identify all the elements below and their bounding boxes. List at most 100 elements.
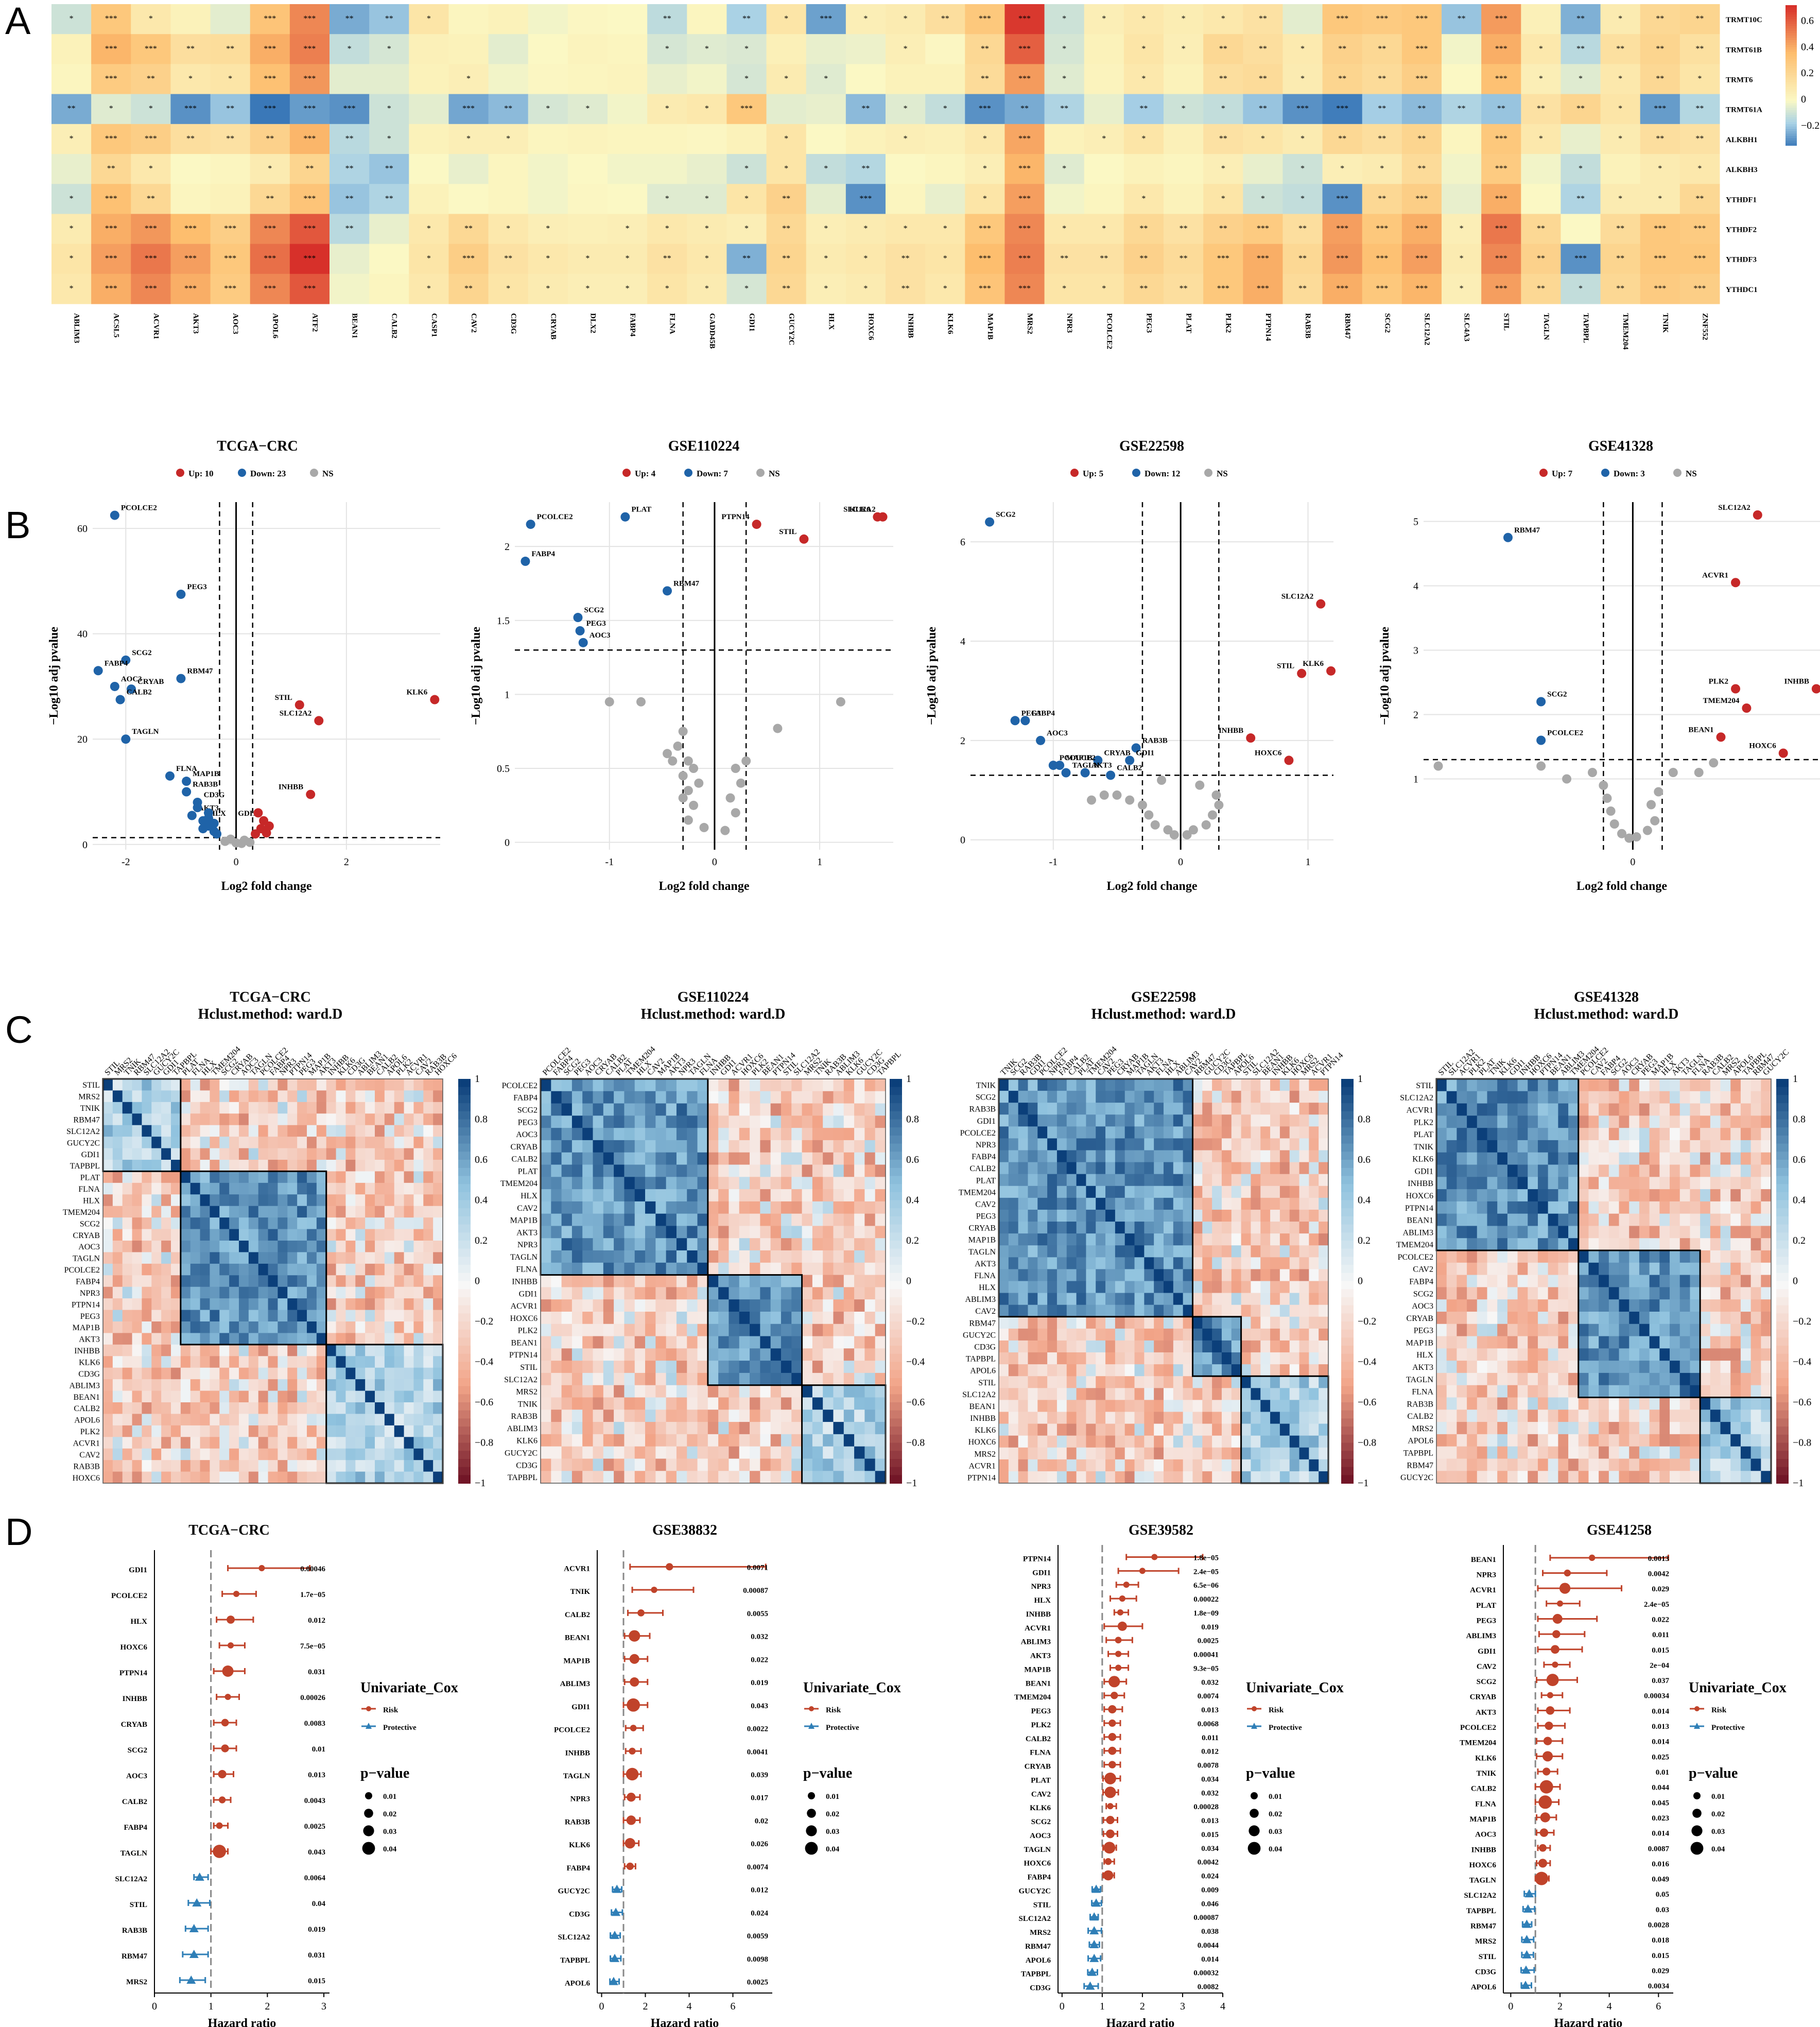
corr-cell <box>729 1164 740 1177</box>
corr-cell <box>812 1201 823 1214</box>
corr-cell <box>345 1137 356 1149</box>
corr-cell <box>1164 1269 1174 1281</box>
heatmap-A-star: *** <box>145 254 157 263</box>
corr-cell <box>190 1125 201 1137</box>
corr-cell <box>781 1361 792 1373</box>
corr-cell <box>791 1091 803 1104</box>
heatmap-A-star: * <box>1221 105 1225 113</box>
corr-cell <box>1086 1352 1096 1365</box>
corr-cell <box>1299 1388 1309 1400</box>
corr-cell <box>1037 1174 1048 1187</box>
corr-cell <box>1319 1091 1329 1103</box>
corr-cell <box>278 1344 288 1356</box>
corr-cell <box>1202 1281 1212 1294</box>
corr-cell <box>1086 1471 1096 1484</box>
corr-cell <box>1056 1423 1067 1436</box>
corr-cell <box>1086 1186 1096 1198</box>
corr-cell <box>802 1446 813 1459</box>
corr-cell <box>823 1299 834 1312</box>
corr-cell <box>750 1446 760 1459</box>
heatmap-A-star: *** <box>1018 225 1031 233</box>
volcano-point-label: PEG3 <box>586 620 606 628</box>
corr-cell <box>1202 1186 1212 1198</box>
corr-cell <box>336 1137 346 1149</box>
corr-cell <box>1037 1150 1048 1163</box>
corr-cell <box>1066 1435 1077 1448</box>
corr-cell <box>1192 1233 1203 1246</box>
corr-cell <box>729 1287 740 1300</box>
corr-cell <box>645 1471 656 1484</box>
corr-cell <box>384 1356 395 1368</box>
heatmap-A-cell <box>330 124 370 154</box>
corr-cell <box>413 1171 424 1183</box>
volcano-point-label: RAB3B <box>193 781 218 789</box>
heatmap-A-star: * <box>1301 164 1305 173</box>
corr-cell <box>1096 1209 1106 1222</box>
heatmap-A-star: *** <box>1415 14 1428 23</box>
legend-down-label: Down: 3 <box>1614 469 1645 478</box>
corr-cell <box>634 1361 646 1373</box>
corr-cell <box>645 1299 656 1312</box>
corr-cell <box>326 1252 337 1264</box>
heatmap-A-cell <box>448 34 489 64</box>
corr-cell <box>1241 1091 1251 1103</box>
corr-cell <box>336 1263 346 1276</box>
corr-cell <box>1086 1304 1096 1317</box>
corr-cell <box>1192 1174 1203 1187</box>
corr-cell <box>132 1414 142 1426</box>
corr-cell <box>1221 1388 1232 1400</box>
corr-cell <box>1260 1281 1271 1294</box>
corr-cell <box>248 1402 259 1414</box>
corr-cell <box>355 1102 366 1114</box>
heatmap-A-star: ** <box>385 14 393 23</box>
corr-cell <box>666 1213 677 1226</box>
corr-cell <box>833 1434 844 1447</box>
volcano-point-label: STIL <box>779 528 796 536</box>
corr-cell <box>1028 1114 1038 1127</box>
heatmap-A-cell <box>330 94 370 125</box>
heatmap-A-cell <box>170 244 211 274</box>
corr-cell <box>1037 1316 1048 1329</box>
heatmap-A-cell <box>687 64 727 95</box>
corr-cell <box>1289 1150 1300 1163</box>
corr-cell <box>345 1079 356 1091</box>
corr-cell <box>404 1448 414 1461</box>
heatmap-A-cell <box>409 273 449 304</box>
corr-cell <box>355 1079 366 1091</box>
corr-cell <box>1047 1174 1058 1187</box>
corr-cell <box>180 1402 191 1414</box>
corr-cell <box>1221 1340 1232 1353</box>
corr-cell <box>210 1241 220 1252</box>
corr-cell <box>802 1164 813 1177</box>
heatmap-A-star: ** <box>226 44 234 53</box>
heatmap-A-cell <box>1362 214 1402 245</box>
corr-cell <box>336 1171 346 1183</box>
corr-cell <box>268 1090 278 1103</box>
corr-cell <box>718 1201 729 1214</box>
corr-cell <box>423 1171 434 1183</box>
corr-cell <box>268 1448 278 1461</box>
corr-cell <box>258 1194 269 1207</box>
volcano-ylabel: −Log10 adj pvalue <box>1378 627 1392 725</box>
corr-cell <box>843 1189 855 1202</box>
volcano-point <box>1188 825 1198 835</box>
corr-cell <box>1115 1186 1125 1198</box>
corr-cell <box>112 1275 123 1287</box>
corr-cell <box>394 1310 405 1322</box>
corr-cell <box>1096 1400 1106 1412</box>
corr-cell <box>864 1397 876 1410</box>
corr-cell <box>365 1125 375 1137</box>
corr-cell <box>1221 1328 1232 1341</box>
corr-cell <box>190 1310 201 1322</box>
corr-cell <box>1154 1174 1164 1187</box>
corr-cell <box>697 1372 708 1386</box>
corr-cell <box>112 1148 123 1160</box>
corr-cell <box>770 1311 782 1325</box>
heatmap-A-cell <box>1203 124 1243 154</box>
corr-cell <box>823 1164 834 1177</box>
volcano-ytick: 2 <box>960 735 965 747</box>
corr-cell <box>864 1213 876 1226</box>
corr-cell <box>1115 1126 1125 1139</box>
corr-cell <box>571 1299 583 1312</box>
corr-cell <box>687 1397 698 1410</box>
